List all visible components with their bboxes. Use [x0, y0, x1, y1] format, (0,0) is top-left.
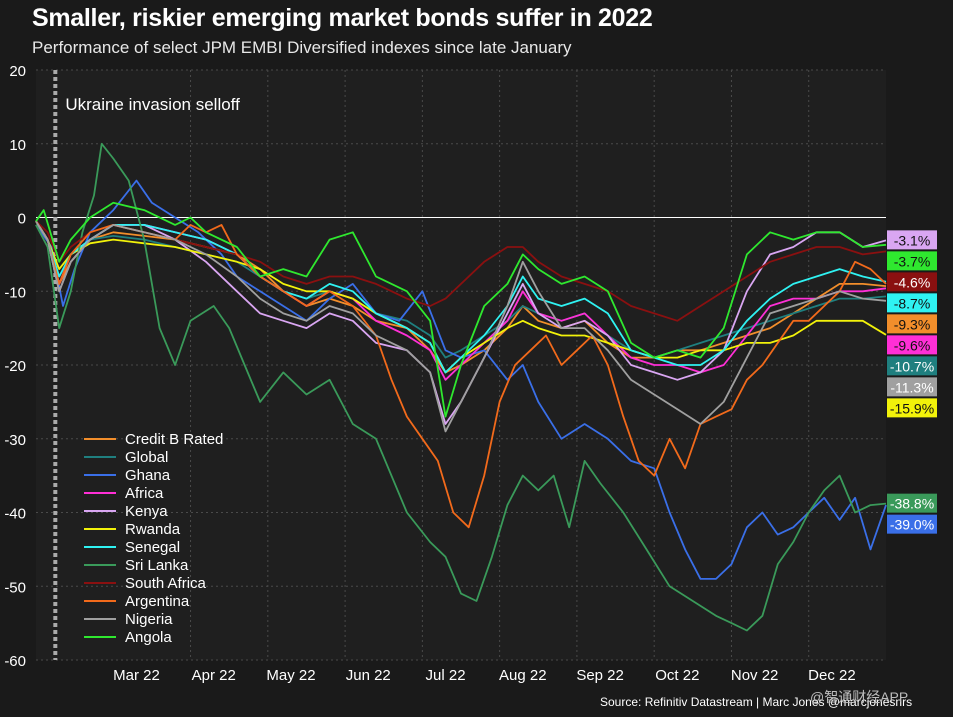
legend-label: Kenya [125, 503, 168, 520]
end-label-box [887, 314, 937, 334]
x-tick-label: May 22 [266, 667, 315, 684]
y-tick-label: -30 [4, 432, 26, 449]
series-line [35, 220, 887, 529]
source-note: Source: Refinitiv Datastream | Marc Jone… [600, 695, 913, 709]
legend-label: Ghana [125, 467, 171, 484]
x-tick-label: Mar 22 [113, 667, 160, 684]
end-value-label: -10.7% [887, 356, 937, 376]
end-label-box [887, 251, 937, 271]
x-tick-label: Sep 22 [576, 667, 624, 684]
legend-label: South Africa [125, 575, 207, 592]
legend-label: Senegal [125, 539, 180, 556]
chart-title: Smaller, riskier emerging market bonds s… [32, 4, 653, 32]
y-tick-label: 20 [9, 63, 26, 80]
end-label-text: -9.3% [894, 316, 931, 332]
y-tick-label: -40 [4, 506, 26, 523]
end-value-label: -15.9% [887, 398, 937, 418]
watermark: @智通财经APP [810, 689, 909, 705]
end-value-label: -39.0% [887, 514, 937, 534]
end-label-box [887, 398, 937, 418]
end-label-box [887, 272, 937, 292]
end-value-label: -38.8% [887, 493, 937, 513]
x-tick-label: Oct 22 [655, 667, 699, 684]
end-label-text: -15.9% [890, 400, 934, 416]
end-label-text: -3.1% [894, 232, 931, 248]
y-tick-label: -20 [4, 358, 26, 375]
x-tick-label: Jul 22 [426, 667, 466, 684]
legend-label: Rwanda [125, 521, 181, 538]
y-tick-label: 10 [9, 137, 26, 154]
end-label-box [887, 335, 937, 355]
y-tick-label: -60 [4, 653, 26, 670]
end-label-text: -38.8% [890, 496, 934, 512]
series-line [35, 201, 887, 418]
legend-label: Angola [125, 629, 172, 646]
series-line [35, 220, 887, 374]
chart-subtitle: Performance of select JPM EMBI Diversifi… [32, 38, 572, 57]
y-tick-label: -50 [4, 579, 26, 596]
end-value-label: -9.6% [887, 335, 937, 355]
event-annotation: Ukraine invasion selloff [65, 95, 240, 114]
end-value-label: -3.1% [887, 230, 937, 250]
legend-label: Sri Lanka [125, 557, 189, 574]
end-label-box [887, 514, 937, 534]
end-label-text: -3.7% [894, 253, 931, 269]
end-value-label: -4.6% [887, 272, 937, 292]
y-tick-label: 0 [18, 211, 26, 228]
end-label-text: -8.7% [894, 295, 931, 311]
x-tick-label: Apr 22 [192, 667, 236, 684]
series-line [35, 142, 887, 632]
y-tick-label: -10 [4, 284, 26, 301]
end-label-box [887, 377, 937, 397]
x-tick-label: Dec 22 [808, 667, 856, 684]
legend-label: Nigeria [125, 611, 173, 628]
end-value-label: -9.3% [887, 314, 937, 334]
end-label-box [887, 230, 937, 250]
end-label-box [887, 493, 937, 513]
legend-label: Argentina [125, 593, 190, 610]
x-tick-label: Aug 22 [499, 667, 547, 684]
end-label-text: -39.0% [890, 517, 934, 533]
series-line [35, 179, 887, 580]
end-label-box [887, 293, 937, 313]
series-line [35, 220, 887, 433]
end-value-label: -8.7% [887, 293, 937, 313]
end-label-text: -10.7% [890, 358, 934, 374]
end-label-box [887, 356, 937, 376]
end-value-label: -11.3% [887, 377, 937, 397]
legend-label: Global [125, 449, 168, 466]
x-tick-label: Nov 22 [731, 667, 779, 684]
end-label-text: -4.6% [894, 274, 931, 290]
legend-label: Credit B Rated [125, 431, 223, 448]
legend-label: Africa [125, 485, 164, 502]
end-label-text: -9.6% [894, 337, 931, 353]
end-label-text: -11.3% [890, 379, 933, 395]
end-value-label: -3.7% [887, 251, 937, 271]
x-tick-label: Jun 22 [346, 667, 391, 684]
